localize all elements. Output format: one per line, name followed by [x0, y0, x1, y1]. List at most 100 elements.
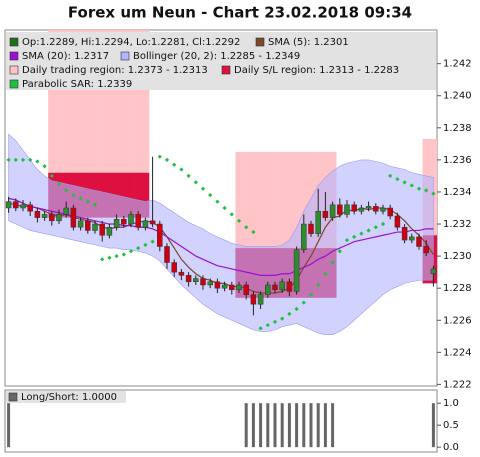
region-block [271, 151, 279, 249]
sar-dot [366, 228, 371, 233]
sar-dot [28, 157, 33, 163]
candle-body [56, 214, 62, 222]
sar-dot [330, 260, 335, 265]
sar-dot [344, 237, 350, 243]
bar [287, 403, 291, 448]
candle-body [308, 223, 314, 234]
chart-title: Forex um Neun - Chart 23.02.2018 09:34 [68, 4, 412, 22]
sar-dot [215, 199, 220, 204]
candle-body [207, 281, 213, 286]
sar-dot [208, 193, 213, 198]
region-block [300, 151, 308, 249]
bar [295, 403, 299, 448]
candle-body [380, 207, 386, 212]
region-block [113, 30, 121, 173]
sar-dot [301, 300, 306, 305]
candle-body [34, 210, 41, 218]
legend-swatch [9, 65, 19, 75]
legend-swatch [9, 51, 19, 61]
sar-dot [20, 157, 26, 163]
region-block [235, 151, 243, 249]
legend-box [6, 391, 126, 403]
sar-dot [380, 221, 386, 227]
candle-body [185, 275, 192, 283]
region-block [285, 151, 294, 249]
sar-dot [258, 326, 263, 331]
sar-dot [244, 225, 249, 230]
y-tick-label: 0.5 [443, 420, 459, 431]
bar [244, 403, 248, 448]
candle-body [265, 284, 271, 295]
candle-body [99, 223, 105, 236]
sar-dot [157, 154, 162, 159]
sar-dot [416, 186, 422, 191]
sar-dot [373, 225, 378, 230]
candle-body [387, 207, 393, 217]
legend-swatch [9, 79, 19, 89]
region-block [77, 30, 85, 173]
candle-body [279, 281, 285, 291]
candle-body [250, 294, 257, 305]
sar-dot [121, 252, 126, 257]
sar-dot [316, 282, 321, 288]
region-block [98, 30, 107, 173]
legend-swatch [255, 37, 265, 47]
sar-dot [186, 173, 191, 179]
legend-swatch [120, 51, 130, 61]
candle-body [27, 204, 33, 212]
indicator-line [8, 197, 434, 276]
y-tick-label: 1.238 [443, 123, 472, 134]
candle-body [221, 284, 228, 289]
legend-label: Parabolic SAR: 1.2339 [22, 79, 132, 90]
y-tick-label: 1.228 [443, 283, 472, 294]
candle-body [135, 214, 141, 228]
region-block [120, 172, 128, 218]
candle-body [41, 214, 48, 218]
region-block [62, 30, 71, 173]
region-block [242, 151, 251, 249]
sar-dot [395, 177, 400, 182]
region-block [105, 30, 114, 173]
region-block [134, 30, 143, 173]
legend-label: Daily S/L region: 1.2313 - 1.2283 [234, 65, 399, 76]
sar-dot [402, 180, 407, 185]
sar-dot [352, 234, 357, 239]
sar-dot [13, 157, 18, 163]
legend-box [6, 32, 436, 90]
candle-body [401, 226, 408, 241]
sar-dot [200, 186, 206, 191]
candle-body [193, 278, 199, 283]
region-block [141, 30, 150, 173]
y-tick-label: 1.226 [443, 315, 472, 326]
candle-body [113, 218, 120, 228]
legend-swatch [221, 65, 231, 75]
sar-dot [424, 188, 429, 193]
candle-body [394, 215, 401, 228]
region-block [293, 151, 301, 249]
sar-dot [236, 218, 242, 223]
bar [7, 403, 11, 448]
legend-label: Op:1.2289, Hi:1.2294, Lo:1.2281, Cl:1.22… [22, 37, 240, 48]
sar-dot [272, 319, 278, 324]
legend-label: SMA (20): 1.2317 [22, 51, 109, 62]
candle-body [243, 284, 249, 295]
sar-dot [6, 157, 11, 163]
y-tick-label: 1.236 [443, 155, 472, 166]
sar-dot [114, 253, 119, 259]
candle-body [92, 223, 98, 231]
candle-body [329, 204, 336, 218]
region-block [69, 30, 78, 173]
bar [331, 403, 335, 448]
sar-dot [323, 271, 328, 276]
region-block [48, 30, 56, 173]
sar-dot [229, 212, 234, 217]
y-tick-label: 1.0 [443, 398, 459, 409]
sar-dot [136, 245, 141, 251]
candle-body [5, 201, 12, 209]
sar-dot [294, 306, 299, 312]
sar-dot [150, 239, 155, 244]
candle-body [236, 284, 242, 291]
sar-dot [179, 167, 184, 172]
candle-body [20, 204, 26, 209]
candle-body [63, 207, 69, 215]
